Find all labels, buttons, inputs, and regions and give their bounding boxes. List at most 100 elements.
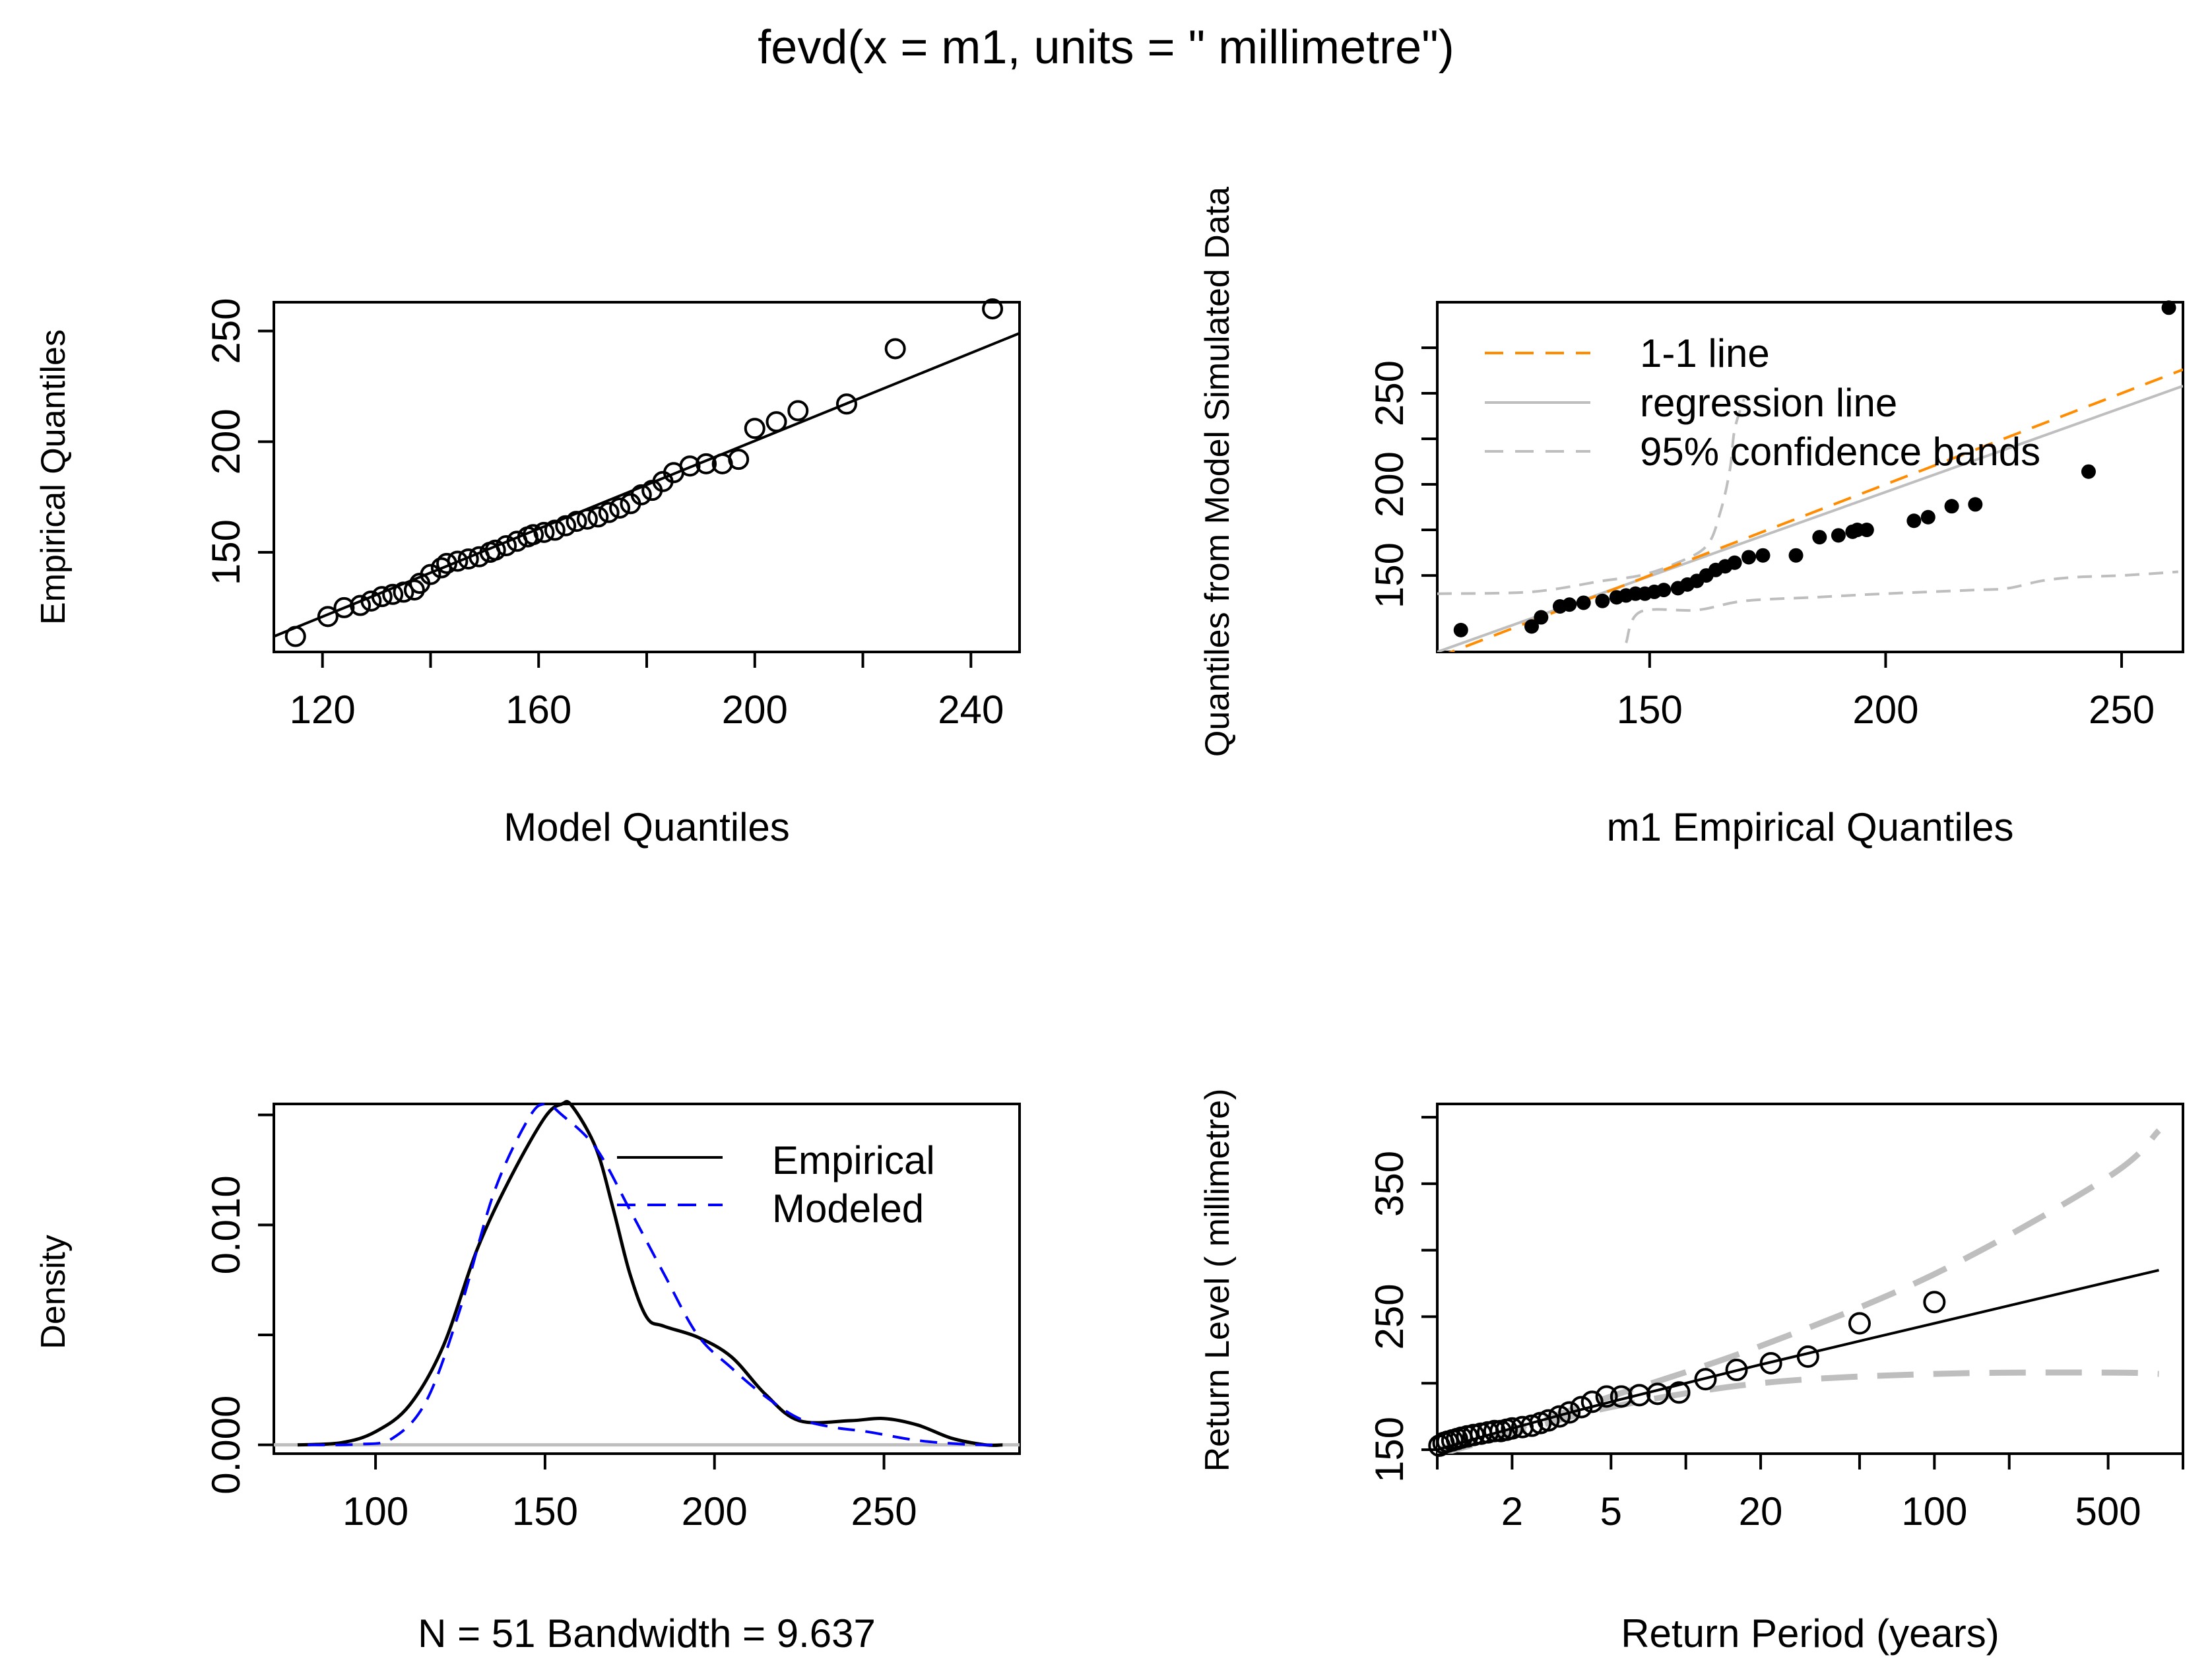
upper-confidence-interval [1437, 1128, 2161, 1453]
x-tick-label: 200 [722, 688, 788, 732]
y-axis: 150 200 250 [204, 298, 275, 585]
data-point [1534, 610, 1549, 625]
data-point [484, 539, 506, 561]
x-tick-label: 240 [938, 688, 1004, 732]
y-axis-label: Quantiles from Model Simulated Data [1198, 187, 1237, 757]
x-tick-label: 150 [1617, 688, 1683, 732]
data-point [587, 506, 609, 528]
x-tick-label: 150 [512, 1489, 578, 1534]
data-point [1755, 548, 1771, 563]
data-point [1628, 1384, 1651, 1407]
data-point [1610, 1385, 1633, 1408]
data-point [284, 626, 306, 647]
modeled-density-line [308, 1102, 1003, 1446]
data-point [1595, 593, 1610, 608]
x-axis: 2 5 20 100 500 [1436, 1452, 2184, 1534]
data-point [371, 586, 393, 608]
data-point [1727, 555, 1742, 570]
panel-qq-model: 120 160 200 240 150 200 250 Model Quantiles E… [34, 298, 1021, 849]
data-point [1537, 1409, 1560, 1432]
data-point [1576, 595, 1591, 610]
data-point [696, 453, 717, 474]
y-tick-label: 200 [204, 408, 248, 474]
data-point [1848, 1312, 1871, 1335]
data-point [1580, 1390, 1604, 1413]
data-point [1725, 1359, 1748, 1382]
data-point [350, 595, 372, 616]
data-point [728, 449, 750, 470]
y-axis: 150 250 350 [1367, 1116, 1439, 1483]
data-point [1646, 1382, 1669, 1405]
data-point [1759, 1351, 1782, 1374]
x-axis-label: Model Quantiles [504, 805, 790, 849]
return-level-lines-layer [1437, 1128, 2161, 1454]
y-tick-label: 250 [1367, 360, 1412, 426]
y-axis: 0.000 0.010 [204, 1113, 275, 1495]
data-point [1595, 1385, 1618, 1408]
data-point [333, 597, 355, 618]
points-layer [284, 298, 1004, 647]
y-tick-label: 150 [1367, 1417, 1412, 1483]
y-tick-label: 200 [1367, 451, 1412, 517]
data-point [598, 501, 620, 523]
x-axis-label: N = 51 Bandwidth = 9.637 [418, 1611, 876, 1656]
data-point [555, 515, 577, 536]
data-point [630, 484, 652, 505]
x-tick-label: 100 [1901, 1489, 1967, 1534]
data-point [1741, 550, 1757, 565]
lower-confidence-band [1625, 570, 2178, 644]
data-point [1548, 1405, 1571, 1428]
x-axis: 150 200 250 [1617, 651, 2155, 732]
y-axis-label: Density [34, 1235, 73, 1349]
data-point [544, 519, 566, 541]
figure-title: fevd(x = m1, units = " millimetre") [758, 21, 1454, 74]
x-axis-label: Return Period (years) [1621, 1611, 2000, 1656]
density-lines-layer [274, 1099, 1020, 1447]
fit-line-layer [273, 332, 1020, 638]
y-tick-label: 250 [204, 298, 248, 364]
data-point [566, 511, 587, 533]
data-point [1524, 619, 1540, 634]
data-point [382, 583, 404, 605]
data-point [1462, 1423, 1485, 1446]
x-tick-label: 120 [290, 688, 356, 732]
panel-return-level: 2 5 20 100 500 150 250 350 Return Period (year… [1198, 1089, 2184, 1656]
data-point [457, 548, 479, 570]
data-point [835, 393, 857, 415]
data-point [744, 418, 765, 439]
data-point [1906, 513, 1922, 529]
data-point [787, 400, 809, 422]
data-point [679, 455, 701, 477]
data-point [1694, 1368, 1717, 1391]
return-level-fit-line [1437, 1268, 2159, 1451]
x-tick-label: 500 [2075, 1489, 2141, 1534]
data-point [1968, 497, 1983, 512]
x-tick-label: 100 [342, 1489, 408, 1534]
regression-line [1437, 385, 2183, 652]
points-layer [1453, 300, 2176, 637]
data-point [1920, 509, 1936, 525]
x-axis-label: m1 Empirical Quantiles [1607, 805, 2014, 849]
data-point [1453, 622, 1468, 637]
data-point [2081, 464, 2096, 479]
legend-label-modeled: Modeled [772, 1186, 924, 1231]
plot-frame [1436, 301, 2184, 653]
y-tick-label: 0.000 [204, 1396, 248, 1495]
x-tick-label: 2 [1501, 1489, 1523, 1534]
points-layer [1428, 1291, 1946, 1457]
data-point [576, 508, 598, 530]
data-point [317, 606, 339, 628]
x-tick-label: 250 [851, 1489, 917, 1534]
y-axis-label: Empirical Quantiles [34, 329, 73, 625]
data-point [1570, 1396, 1593, 1419]
data-point [1923, 1291, 1946, 1314]
data-point [884, 338, 906, 360]
data-point [403, 579, 425, 601]
data-point [609, 497, 631, 519]
x-tick-label: 20 [1739, 1489, 1783, 1534]
plot-frame [1436, 1103, 2184, 1455]
fit-line [273, 332, 1020, 638]
data-point [1788, 548, 1804, 563]
data-point [982, 298, 1004, 320]
